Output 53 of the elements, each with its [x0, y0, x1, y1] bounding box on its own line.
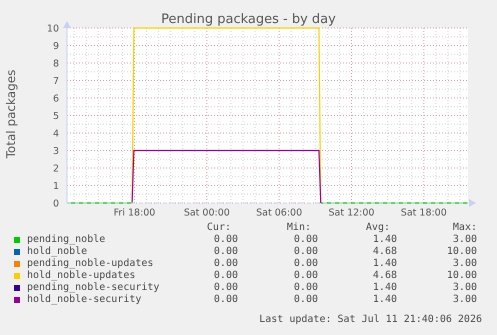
y-tick-label: 7	[52, 76, 59, 87]
y-tick-label: 8	[52, 58, 59, 70]
y-tick-label: 0	[52, 198, 59, 210]
text: 1.40	[372, 234, 397, 246]
legend-label: hold_noble-security	[27, 294, 142, 306]
text: 0.00	[214, 294, 238, 306]
x-tick-label: Sat 00:00	[184, 208, 230, 219]
text: 0.00	[214, 234, 238, 246]
text: 0.00	[294, 234, 318, 246]
text: Cur:	[206, 222, 231, 234]
legend-label: hold_noble-updates	[27, 270, 136, 282]
y-tick-label: 1	[52, 180, 59, 192]
y-tick-label: 10	[46, 23, 59, 34]
legend-label: pending_noble	[27, 234, 106, 246]
text: 3.00	[452, 294, 477, 306]
text: 0.00	[294, 246, 318, 258]
y-tick-label: 3	[52, 146, 59, 157]
text: Last update: Sat Jul 11 21:40:06 2026	[259, 314, 482, 326]
legend-label: pending_noble-updates	[27, 258, 154, 270]
text: 1.40	[372, 294, 397, 306]
text: 1.40	[372, 282, 397, 294]
text: Max:	[452, 222, 477, 234]
text: 10.00	[446, 246, 477, 258]
y-tick-label: 9	[52, 40, 59, 52]
text: 0.00	[214, 246, 238, 258]
x-tick-label: Sat 06:00	[256, 208, 302, 219]
text: 3.00	[452, 258, 477, 270]
x-tick-label: Sat 18:00	[400, 208, 447, 219]
text: 3.00	[452, 234, 477, 246]
y-axis-title: Total packages	[4, 70, 18, 158]
y-tick-label: 2	[52, 163, 59, 174]
chart-title: Pending packages - by day	[161, 12, 336, 27]
y-tick-label: 5	[52, 110, 59, 122]
text: 0.00	[294, 270, 318, 282]
text: 1.40	[372, 258, 397, 270]
text: 0.00	[294, 294, 318, 306]
text: 0.00	[214, 270, 238, 282]
x-tick-label: Fri 18:00	[114, 208, 156, 219]
x-tick-label: Sat 12:00	[328, 208, 374, 219]
text: 4.68	[372, 270, 397, 282]
y-tick-label: 6	[52, 93, 59, 104]
text: 0.00	[214, 258, 238, 270]
text: Min:	[286, 222, 311, 234]
text: 0.00	[294, 282, 318, 294]
text: 0.00	[294, 258, 318, 270]
text: 4.68	[372, 246, 397, 258]
text: 0.00	[214, 282, 238, 294]
legend-label: pending_noble-security	[27, 282, 160, 294]
text: 10.00	[446, 270, 477, 282]
text: 3.00	[452, 282, 477, 294]
text: Avg:	[366, 222, 390, 234]
y-tick-label: 4	[52, 128, 59, 140]
legend-label: hold_noble	[27, 246, 88, 258]
